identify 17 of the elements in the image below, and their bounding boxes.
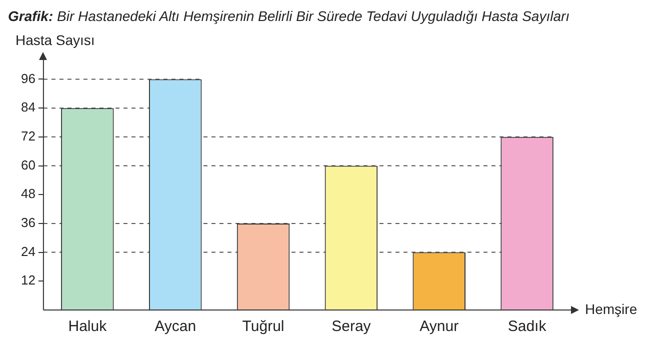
- chart-title: Grafik: Bir Hastanedeki Altı Hemşirenin Belirli Bir Sürede Tedavi Uyguladığı Hasta Sayıları: [8, 8, 571, 24]
- y-axis-title: Hasta Sayısı: [15, 32, 95, 48]
- y-tick-label: 72: [20, 128, 36, 144]
- x-tick-label: Tuğrul: [242, 318, 284, 336]
- y-tick-label: 24: [20, 244, 36, 259]
- y-tick-label: 48: [20, 186, 36, 202]
- x-tick-label: Seray: [332, 318, 372, 336]
- x-axis-title: Hemşire: [585, 300, 638, 317]
- y-tick-label: 84: [20, 100, 36, 115]
- x-tick-label: Sadık: [508, 318, 547, 336]
- x-tick-label: Haluk: [68, 318, 108, 336]
- y-tick-label: 12: [20, 272, 36, 288]
- y-tick-label: 36: [20, 215, 36, 230]
- y-tick-label: 60: [20, 157, 36, 172]
- x-tick-label: Aynur: [420, 318, 459, 336]
- x-tick-label: Aycan: [154, 318, 196, 336]
- y-tick-label: 96: [20, 70, 36, 86]
